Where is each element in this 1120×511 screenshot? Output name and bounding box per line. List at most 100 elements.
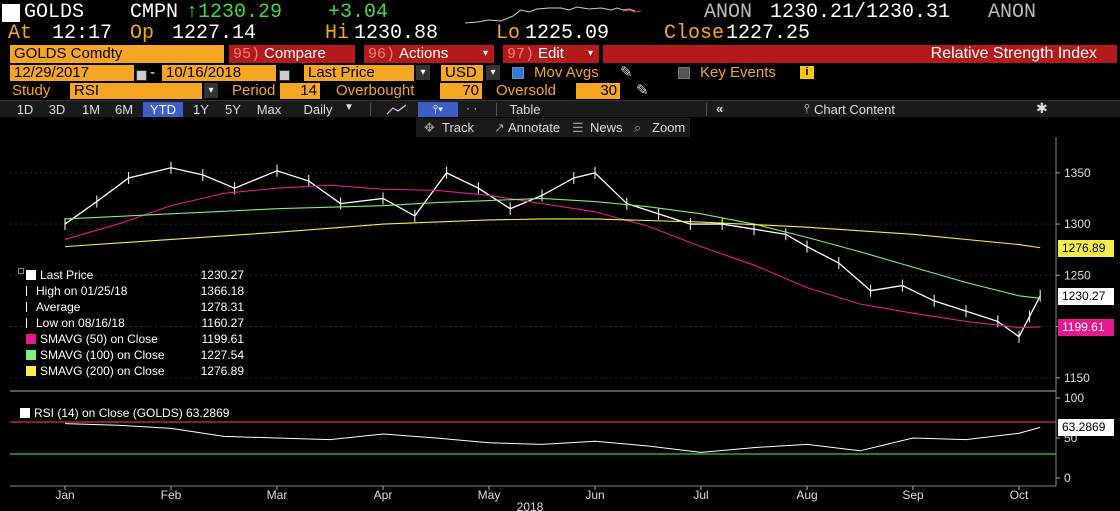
end-calendar-icon[interactable] <box>279 66 290 83</box>
at-time: 12:17 <box>52 22 113 45</box>
legend-value: 1230.27 <box>200 268 244 282</box>
series-line <box>64 184 1041 329</box>
study-label: Study <box>12 82 51 99</box>
field-dropdown-icon[interactable]: ▾ <box>416 65 430 80</box>
start-calendar-icon[interactable] <box>136 66 147 83</box>
dots-icon[interactable]: · · <box>466 101 478 115</box>
range-5y[interactable]: 5Y <box>225 102 241 117</box>
range-1d[interactable]: 1D <box>16 102 34 117</box>
study-dropdown-icon[interactable]: ▾ <box>204 83 218 98</box>
zoom-button[interactable]: Zoom <box>652 120 686 135</box>
study-pencil-icon[interactable]: ✎ <box>636 82 649 99</box>
edit-button[interactable]: 97) Edit ▾ <box>503 45 599 63</box>
price-tick-label: 1350 <box>1064 166 1091 180</box>
legend-label: SMAVG (50) on Close <box>40 332 158 346</box>
legend-swatch <box>26 350 36 360</box>
series-line <box>64 197 1041 299</box>
key-events-label: Key Events <box>700 64 776 81</box>
range-1y[interactable]: 1Y <box>193 102 209 117</box>
open-label: Op <box>130 22 155 45</box>
key-events-checkbox[interactable] <box>678 67 690 79</box>
intraday-sparkline <box>465 6 642 24</box>
month-label: Aug <box>796 488 817 502</box>
start-date-field[interactable]: 12/29/2017 <box>10 65 134 81</box>
period-label: Period <box>232 82 276 99</box>
year-label: 2018 <box>517 500 544 511</box>
price-plot-area <box>10 137 1056 388</box>
currency-select[interactable]: USD <box>441 65 483 81</box>
open-value: 1227.14 <box>172 22 257 45</box>
rsi-legend: RSI (14) on Close (GOLDS) 63.2869 <box>20 406 229 420</box>
study-select[interactable]: RSI <box>70 83 202 99</box>
frequency-dropdown-icon[interactable]: ▼ <box>344 102 354 113</box>
legend-value: 1278.31 <box>200 300 244 314</box>
study-row: Study RSI ▾ Period 14 Overbought 70 Over… <box>0 82 1120 100</box>
mov-avgs-checkbox[interactable] <box>512 67 524 79</box>
price-tick-label: 1150 <box>1064 371 1090 385</box>
chart-content-button[interactable]: Chart Content <box>814 102 895 117</box>
actions-dropdown-icon: ▾ <box>482 48 488 59</box>
bid-source: ANON <box>704 1 753 24</box>
legend-swatch <box>26 302 32 312</box>
legend-collapse-icon[interactable] <box>18 268 24 274</box>
field-select[interactable]: Last Price <box>304 65 414 81</box>
range-6m[interactable]: 6M <box>114 102 134 117</box>
frequency-select[interactable]: Daily <box>303 102 333 117</box>
actions-button[interactable]: 96) Actions ▾ <box>364 45 494 63</box>
range-max[interactable]: Max <box>256 102 282 117</box>
month-label: Oct <box>1010 488 1029 502</box>
bar-chart-icon[interactable]: ⫯▾ <box>418 102 458 117</box>
actions-num: 96) <box>368 46 396 63</box>
end-date-field[interactable]: 10/16/2018 <box>162 65 276 81</box>
month-label: Apr <box>374 488 393 502</box>
period-field[interactable]: 14 <box>280 83 320 99</box>
line-chart-icon[interactable] <box>386 103 408 116</box>
legend-label: SMAVG (200) on Close <box>40 364 165 378</box>
range-3d[interactable]: 3D <box>48 102 66 117</box>
edit-label: Edit <box>538 45 564 62</box>
high-value: 1230.88 <box>354 22 439 45</box>
price-tag: 1230.27 <box>1058 287 1114 305</box>
legend-swatch <box>26 366 36 376</box>
ask-source: ANON <box>988 1 1037 24</box>
crosshair-icon: ✥ <box>424 120 435 135</box>
overbought-label: Overbought <box>336 82 415 99</box>
collapse-icon[interactable]: « <box>716 101 724 116</box>
rsi-line <box>64 423 1041 453</box>
rsi-tick-label: 100 <box>1064 391 1084 405</box>
overbought-field[interactable]: 70 <box>440 83 482 99</box>
at-label: At <box>8 22 33 45</box>
annotate-button[interactable]: Annotate <box>508 120 561 135</box>
legend-item: Average 1278.31 <box>26 299 250 315</box>
low-label: Lo <box>496 22 521 45</box>
legend-value: 1227.54 <box>200 348 244 362</box>
month-label: Feb <box>161 488 182 502</box>
compare-button[interactable]: 95) Compare <box>229 45 355 63</box>
last-price: 1230.29 <box>198 1 283 24</box>
security-field[interactable]: GOLDS Comdty <box>10 45 224 63</box>
date-dash: - <box>150 64 155 81</box>
quote-row: At 12:17 Op 1227.14 Hi 1230.88 Lo 1225.0… <box>0 23 1120 45</box>
close-value: 1227.25 <box>726 22 811 45</box>
legend-label: Last Price <box>40 268 94 282</box>
info-icon[interactable]: i <box>800 66 814 79</box>
table-button[interactable]: Table <box>509 102 541 117</box>
news-button[interactable]: News <box>590 120 623 135</box>
compare-num: 95) <box>233 46 261 63</box>
range-1m[interactable]: 1M <box>81 102 101 117</box>
settings-gear-icon[interactable]: ✱ <box>1036 100 1048 116</box>
annotate-icon: ↗ <box>494 120 505 135</box>
ticker-symbol[interactable]: GOLDS <box>24 1 85 24</box>
track-button[interactable]: Track <box>442 120 475 135</box>
close-label: Close <box>664 22 725 45</box>
up-arrow-icon: ↑ <box>186 1 199 24</box>
news-icon: ☰ <box>572 120 584 135</box>
actions-label: Actions <box>399 45 449 62</box>
oversold-field[interactable]: 30 <box>576 83 620 99</box>
range-ytd[interactable]: YTD <box>143 102 183 117</box>
legend-item: Low on 08/16/18 1160.27 <box>26 315 250 331</box>
legend-swatch <box>26 334 36 344</box>
pencil-icon[interactable]: ✎ <box>620 64 633 81</box>
currency-dropdown-icon[interactable]: ▾ <box>486 65 500 80</box>
